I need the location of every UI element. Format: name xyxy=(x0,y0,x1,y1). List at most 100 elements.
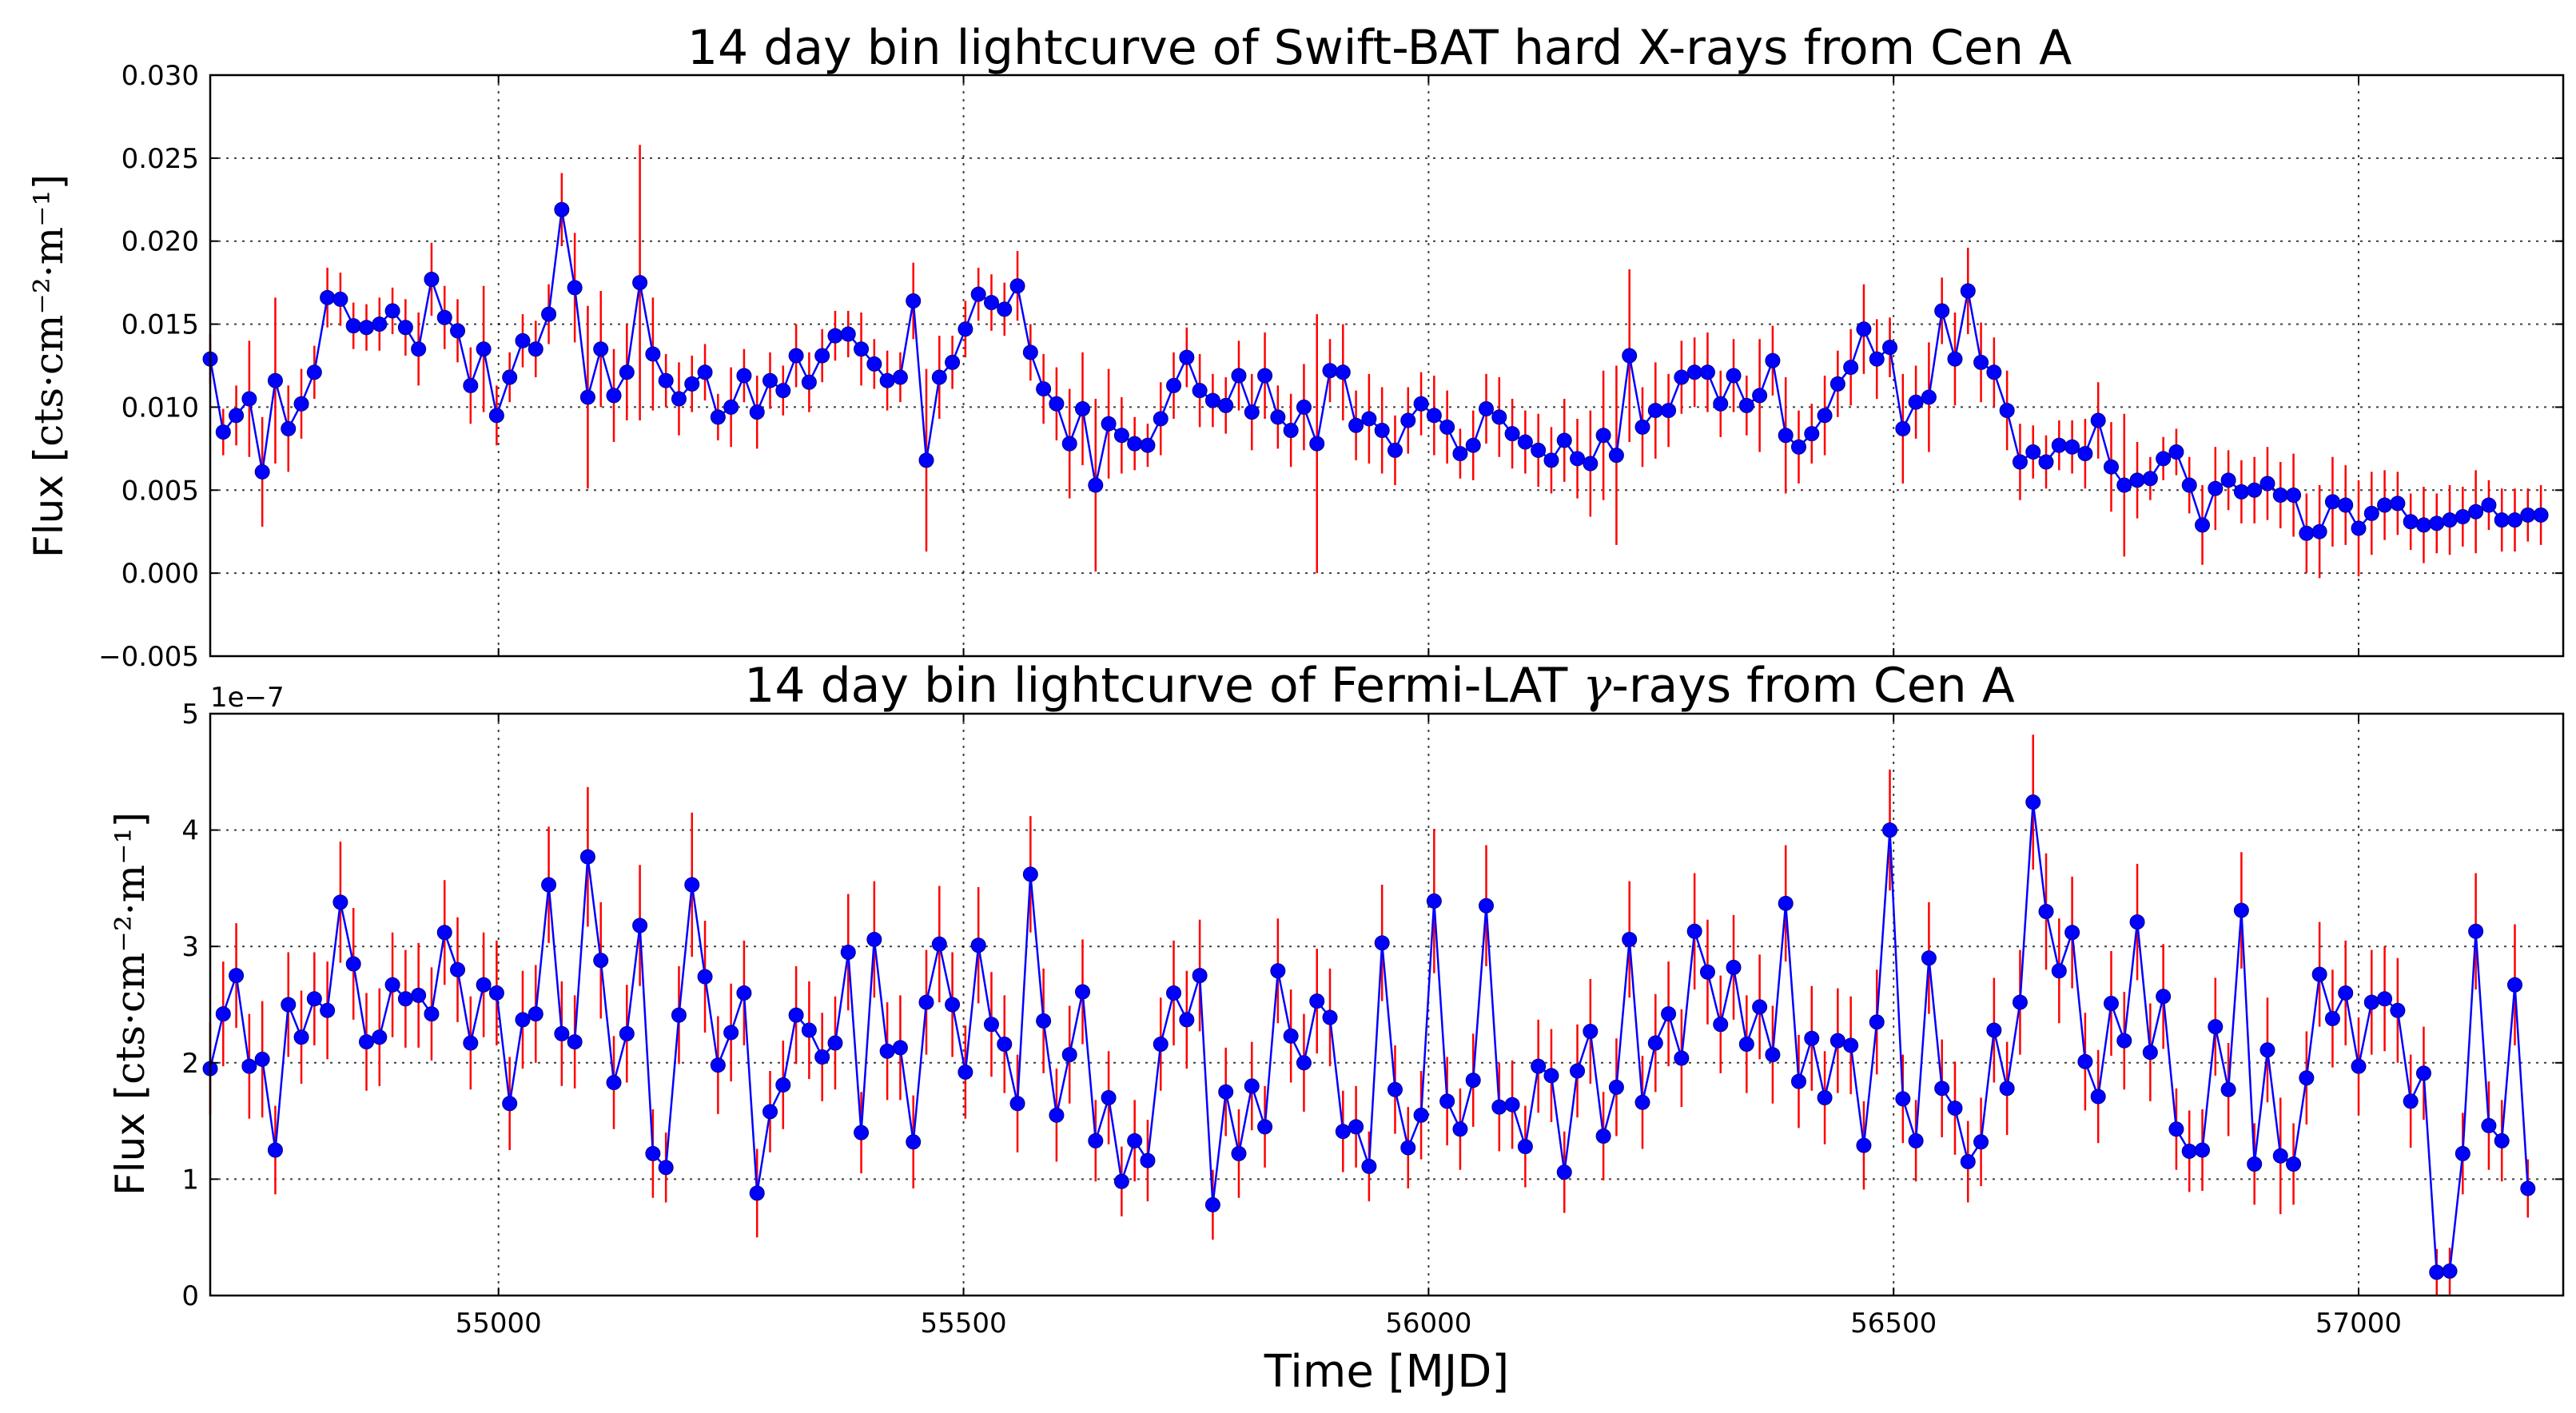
data-point xyxy=(463,1035,479,1051)
data-point xyxy=(1296,399,1312,415)
data-point xyxy=(1790,439,1806,455)
data-point xyxy=(1543,1068,1559,1084)
data-point xyxy=(1101,416,1117,432)
data-point xyxy=(463,377,479,393)
data-point xyxy=(931,369,947,385)
data-point xyxy=(2168,444,2184,460)
data-point xyxy=(2181,1143,2197,1159)
data-point xyxy=(1752,999,1768,1015)
data-point xyxy=(2311,523,2327,539)
data-point xyxy=(1556,1164,1572,1180)
data-point xyxy=(1231,1145,1247,1161)
data-point xyxy=(945,997,961,1013)
data-point xyxy=(1113,1173,1129,1189)
data-point xyxy=(606,1075,622,1091)
data-point xyxy=(749,1185,765,1201)
data-point xyxy=(2351,520,2367,536)
data-point xyxy=(541,306,557,322)
data-point xyxy=(2338,497,2354,513)
data-point xyxy=(1531,442,1547,458)
y-tick-label: 0.020 xyxy=(121,226,199,258)
data-point xyxy=(814,1049,830,1065)
data-point xyxy=(2103,459,2119,475)
x-tick-label: 55000 xyxy=(456,1308,542,1339)
data-point xyxy=(1153,1037,1169,1053)
data-point xyxy=(2390,1002,2406,1018)
data-point xyxy=(814,348,830,364)
data-point xyxy=(2351,1058,2367,1074)
data-point xyxy=(2051,437,2067,453)
data-point xyxy=(1973,354,1989,370)
data-point xyxy=(1036,381,1052,397)
data-point xyxy=(1843,1037,1859,1053)
data-point xyxy=(1465,1073,1481,1089)
data-point xyxy=(619,1025,635,1041)
data-point xyxy=(2481,1117,2497,1133)
data-point xyxy=(945,354,961,370)
data-point xyxy=(918,452,934,468)
data-point xyxy=(1686,364,1702,380)
data-point xyxy=(2247,482,2263,498)
data-point xyxy=(1504,1097,1520,1112)
x-tick-label: 55500 xyxy=(920,1308,1006,1339)
data-point xyxy=(762,1104,778,1120)
data-point xyxy=(1765,352,1781,368)
data-point xyxy=(1921,950,1937,966)
data-point xyxy=(2142,471,2158,487)
x-tick-marks-top xyxy=(210,74,2563,657)
y-axis-label-bottom: Flux [cts·cm⁻²·m⁻¹] xyxy=(107,812,153,1196)
x-tick-marks-bottom xyxy=(210,713,2563,1296)
data-point xyxy=(1829,1033,1845,1049)
data-point xyxy=(1439,419,1455,435)
data-point xyxy=(2064,925,2080,941)
data-point xyxy=(2195,517,2211,533)
data-point xyxy=(632,275,648,291)
data-point xyxy=(593,953,609,969)
data-point xyxy=(1374,423,1390,439)
x-tick-label: 57000 xyxy=(2315,1308,2402,1339)
data-point xyxy=(2363,994,2379,1010)
data-point xyxy=(593,341,609,357)
data-point xyxy=(1856,321,1872,337)
data-point xyxy=(1009,278,1025,294)
data-point xyxy=(1348,417,1364,433)
data-point xyxy=(1738,397,1754,413)
data-point xyxy=(1335,364,1351,380)
data-point xyxy=(2442,512,2458,528)
data-point xyxy=(2012,454,2028,470)
data-point xyxy=(1413,396,1429,412)
data-point xyxy=(1257,1119,1273,1135)
data-point xyxy=(1622,348,1638,364)
data-point xyxy=(866,931,882,947)
data-point xyxy=(1479,898,1495,913)
data-point xyxy=(619,364,635,380)
data-point xyxy=(606,388,622,404)
data-point xyxy=(1153,411,1169,427)
data-point xyxy=(2195,1142,2211,1158)
grid-lines-top xyxy=(210,75,2563,656)
data-point xyxy=(1608,448,1624,464)
data-point xyxy=(2103,996,2119,1012)
data-point xyxy=(997,301,1013,317)
data-point xyxy=(1817,408,1833,424)
data-point xyxy=(1283,423,1299,439)
axes-frame-top xyxy=(209,74,2565,658)
data-point xyxy=(2090,412,2106,428)
data-point xyxy=(2299,1070,2315,1086)
data-point xyxy=(1882,340,1898,356)
data-point xyxy=(1088,477,1104,493)
data-point xyxy=(1738,1037,1754,1053)
data-point xyxy=(2363,505,2379,521)
data-point xyxy=(2077,1053,2093,1069)
data-point xyxy=(1856,1137,1872,1153)
data-point xyxy=(840,944,856,960)
panel-swift-bat: 14 day bin lightcurve of Swift-BAT hard … xyxy=(26,20,2565,673)
data-point xyxy=(2429,515,2445,531)
y-tick-label: 0.005 xyxy=(121,475,199,507)
data-point xyxy=(2051,963,2067,979)
y-tick-label: 0 xyxy=(181,1280,199,1312)
data-point xyxy=(1947,1101,1963,1116)
data-point xyxy=(1921,389,1937,405)
data-point xyxy=(554,1025,570,1041)
